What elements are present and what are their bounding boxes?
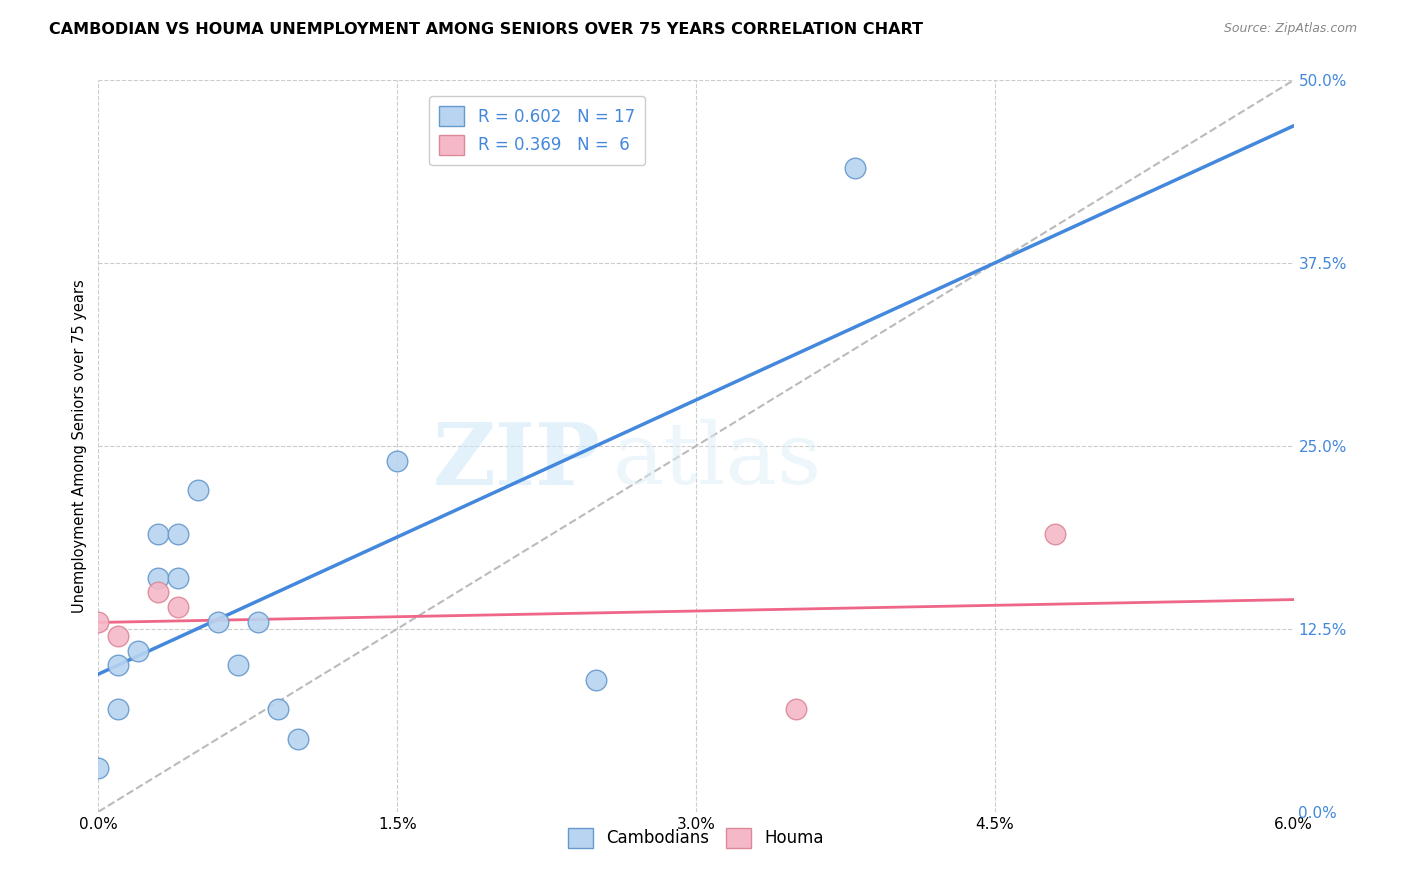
Point (385, 453, 409, 467)
Point (226, 658, 249, 673)
Point (167, 599, 190, 614)
Point (107, 629, 129, 643)
Point (148, 585, 170, 599)
Point (207, 615, 229, 629)
Text: atlas: atlas (613, 419, 821, 502)
Text: CAMBODIAN VS HOUMA UNEMPLOYMENT AMONG SENIORS OVER 75 YEARS CORRELATION CHART: CAMBODIAN VS HOUMA UNEMPLOYMENT AMONG SE… (49, 22, 924, 37)
Point (287, 731, 309, 746)
Point (107, 658, 129, 673)
Point (585, 673, 607, 687)
Point (87, 761, 110, 775)
Legend: Cambodians, Houma: Cambodians, Houma (561, 821, 831, 855)
Y-axis label: Unemployment Among Seniors over 75 years: Unemployment Among Seniors over 75 years (72, 279, 87, 613)
Point (187, 483, 209, 497)
Point (844, 161, 866, 175)
Point (785, 702, 807, 716)
Point (148, 571, 170, 585)
Point (267, 702, 290, 716)
Point (148, 526, 170, 541)
Point (246, 615, 269, 629)
Point (1043, 526, 1066, 541)
Text: ZIP: ZIP (433, 418, 600, 502)
Point (167, 571, 190, 585)
Point (87, 615, 110, 629)
Point (107, 702, 129, 716)
Point (167, 526, 190, 541)
Text: Source: ZipAtlas.com: Source: ZipAtlas.com (1223, 22, 1357, 36)
Point (127, 644, 149, 658)
